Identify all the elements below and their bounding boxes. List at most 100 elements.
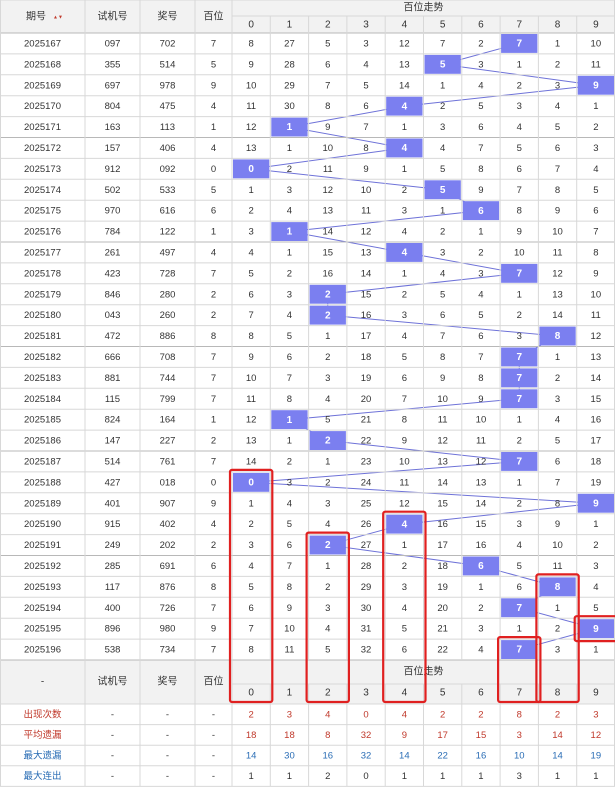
prize-cell: 514 — [160, 59, 176, 70]
prize-cell: 702 — [160, 38, 176, 49]
prize-cell: 708 — [160, 352, 176, 363]
hit-mark — [309, 535, 346, 555]
miss-value: 2 — [325, 582, 330, 593]
miss-value: 9 — [287, 603, 292, 614]
miss-value: 10 — [476, 415, 487, 426]
miss-value: 1 — [593, 101, 598, 112]
hit-mark — [271, 222, 308, 241]
miss-value: 6 — [402, 373, 407, 384]
miss-value: 28 — [361, 561, 372, 572]
miss-value: 21 — [437, 624, 448, 635]
stat-dash: - — [111, 771, 114, 782]
footer-digit-7: 7 — [516, 688, 522, 699]
footer-digit-8: 8 — [555, 688, 561, 699]
stat-dash: - — [166, 771, 169, 782]
hundred-cell: 4 — [211, 519, 216, 530]
footer-digit-2: 2 — [325, 688, 331, 699]
miss-value: 9 — [478, 394, 483, 405]
hundred-cell: 8 — [211, 331, 216, 342]
stat-value: 1 — [249, 771, 254, 782]
miss-value: 7 — [478, 352, 483, 363]
sort-icon[interactable]: ▲▼ — [53, 14, 63, 20]
stat-value: 1 — [440, 771, 445, 782]
miss-value: 30 — [284, 101, 295, 112]
miss-value: 3 — [402, 206, 407, 217]
miss-value: 3 — [517, 331, 522, 342]
hit-mark — [271, 410, 308, 430]
miss-value: 4 — [402, 227, 407, 238]
miss-value: 4 — [287, 310, 292, 321]
miss-value: 6 — [517, 582, 522, 593]
miss-value: 10 — [246, 373, 257, 384]
header-digit-5: 5 — [440, 20, 446, 31]
miss-value: 1 — [555, 603, 560, 614]
stat-value: 0 — [363, 709, 368, 720]
miss-value: 8 — [593, 247, 598, 258]
miss-value: 3 — [440, 122, 445, 133]
hit-mark — [501, 263, 538, 283]
miss-value: 3 — [478, 624, 483, 635]
issue-cell: 2025179 — [24, 289, 61, 300]
trial-cell: 697 — [105, 80, 121, 91]
miss-value: 3 — [402, 310, 407, 321]
miss-value: 9 — [249, 59, 254, 70]
miss-value: 3 — [478, 59, 483, 70]
miss-value: 18 — [591, 456, 602, 467]
issue-cell: 2025175 — [24, 206, 61, 217]
trial-cell: 896 — [105, 624, 121, 635]
hundred-cell: 6 — [211, 206, 216, 217]
stat-dash: - — [166, 751, 169, 762]
header-digit-9: 9 — [593, 20, 599, 31]
stat-value: 32 — [361, 730, 372, 741]
header-digit-2: 2 — [325, 20, 331, 31]
trial-cell: 163 — [105, 122, 121, 133]
miss-value: 26 — [361, 519, 372, 530]
miss-value: 9 — [440, 373, 445, 384]
miss-value: 2 — [325, 477, 330, 488]
stat-value: 2 — [555, 709, 560, 720]
miss-value: 7 — [287, 373, 292, 384]
issue-cell: 2025192 — [24, 561, 61, 572]
trial-cell: 355 — [105, 59, 121, 70]
header-trend: 百位走势 — [404, 1, 444, 14]
highlight-box — [497, 635, 542, 704]
miss-value: 5 — [249, 582, 254, 593]
hit-mark — [462, 201, 500, 221]
hit-mark — [386, 514, 423, 534]
hit-digit: 2 — [325, 310, 331, 321]
hundred-cell: 7 — [211, 603, 216, 614]
miss-value: 14 — [476, 498, 487, 509]
miss-value: 2 — [478, 247, 483, 258]
miss-value: 1 — [325, 561, 330, 572]
miss-value: 6 — [478, 331, 483, 342]
stat-dash: - — [166, 730, 169, 741]
header-digit-4: 4 — [402, 20, 408, 31]
miss-value: 9 — [555, 519, 560, 530]
issue-cell: 2025181 — [24, 331, 61, 342]
miss-value: 3 — [517, 101, 522, 112]
issue-cell: 2025182 — [24, 352, 61, 363]
header-issue: 期号 — [26, 11, 46, 23]
hundred-cell: 4 — [211, 247, 216, 258]
miss-value: 4 — [325, 394, 330, 405]
miss-value: 9 — [555, 206, 560, 217]
miss-value: 1 — [287, 247, 292, 258]
prize-cell: 227 — [160, 436, 176, 447]
miss-value: 22 — [361, 436, 372, 447]
miss-value: 12 — [476, 456, 487, 467]
miss-value: 5 — [440, 289, 445, 300]
miss-value: 12 — [322, 185, 333, 196]
miss-value: 4 — [363, 59, 368, 70]
stat-label: 出现次数 — [23, 708, 62, 720]
footer-digit-4: 4 — [402, 688, 408, 699]
issue-cell: 2025190 — [24, 519, 61, 530]
miss-value: 12 — [361, 227, 372, 238]
stat-value: 3 — [287, 709, 292, 720]
hundred-cell: 4 — [211, 101, 216, 112]
footer-digit-0: 0 — [248, 688, 254, 699]
trial-cell: 423 — [105, 268, 121, 279]
miss-value: 5 — [402, 352, 407, 363]
miss-value: 3 — [555, 80, 560, 91]
hundred-cell: 5 — [211, 59, 216, 70]
trial-cell: 157 — [105, 143, 121, 154]
